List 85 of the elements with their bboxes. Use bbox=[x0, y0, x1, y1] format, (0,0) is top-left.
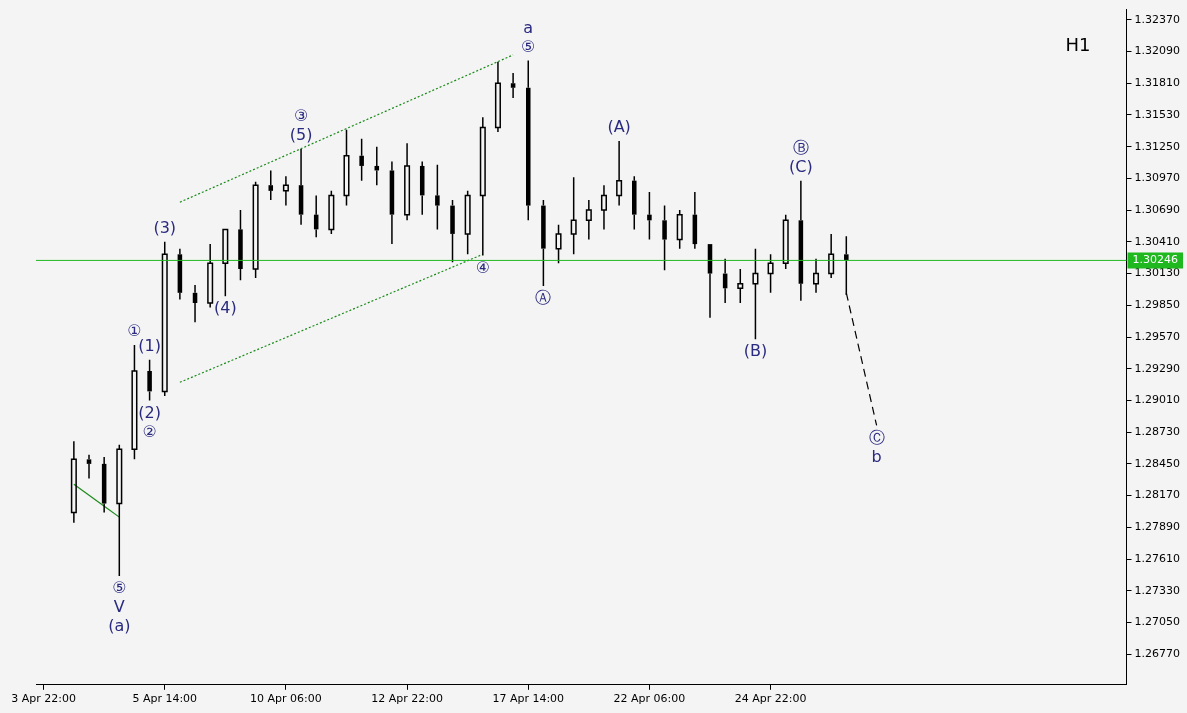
candlestick bbox=[828, 233, 835, 279]
candlestick bbox=[464, 190, 471, 256]
x-tick-label: 24 Apr 22:00 bbox=[734, 692, 807, 706]
y-tick-label: 1.29850 bbox=[1134, 298, 1181, 312]
y-tick-label: 1.32370 bbox=[1134, 12, 1181, 26]
candlestick bbox=[585, 199, 592, 241]
y-tick-label: 1.27890 bbox=[1134, 520, 1181, 534]
candlestick bbox=[510, 72, 516, 99]
candlestick bbox=[282, 175, 289, 207]
annotation: (5) bbox=[289, 125, 313, 145]
annotation: a bbox=[523, 17, 534, 37]
candlestick bbox=[600, 184, 607, 231]
candlestick bbox=[479, 116, 486, 257]
candlestick bbox=[647, 191, 652, 241]
y-tick-label: 1.29290 bbox=[1134, 361, 1181, 375]
y-tick-label: 1.27330 bbox=[1134, 583, 1181, 597]
candlestick bbox=[298, 148, 304, 226]
annotation: ② bbox=[142, 421, 157, 441]
candlestick bbox=[222, 228, 229, 297]
y-tick-label: 1.30970 bbox=[1134, 171, 1181, 185]
candlestick bbox=[813, 258, 820, 294]
candlestick bbox=[147, 358, 152, 402]
x-tick-label: 5 Apr 14:00 bbox=[132, 692, 198, 706]
annotation: ⑤ bbox=[112, 578, 127, 598]
candlestick bbox=[435, 164, 440, 231]
annotation: Ⓑ bbox=[792, 137, 809, 157]
y-tick-label: 1.31810 bbox=[1134, 76, 1181, 90]
annotation: ⑤ bbox=[521, 36, 536, 56]
y-tick-label: 1.31530 bbox=[1134, 107, 1181, 121]
annotation: (2) bbox=[138, 402, 161, 422]
annotation: V bbox=[113, 597, 125, 617]
annotation: (a) bbox=[108, 616, 131, 636]
x-tick-label: 3 Apr 22:00 bbox=[11, 692, 76, 706]
candlestick bbox=[752, 247, 759, 341]
candlestick bbox=[525, 59, 531, 222]
candlestick bbox=[737, 268, 744, 304]
candlestick bbox=[238, 209, 243, 282]
y-tick-label: 1.26770 bbox=[1134, 647, 1181, 661]
candlestick bbox=[450, 199, 455, 263]
candlestick bbox=[131, 344, 138, 461]
candlestick bbox=[494, 60, 501, 133]
y-tick-label: 1.30130 bbox=[1134, 266, 1181, 280]
annotation: b bbox=[871, 446, 882, 466]
x-tick-label: 12 Apr 22:00 bbox=[371, 692, 443, 706]
candlestick bbox=[632, 175, 637, 231]
y-tick-label: 1.29010 bbox=[1134, 393, 1181, 407]
y-tick-label: 1.28730 bbox=[1134, 425, 1181, 439]
candlestick bbox=[767, 253, 774, 294]
candlestick bbox=[207, 243, 214, 309]
y-tick-label: 1.27050 bbox=[1134, 615, 1181, 629]
y-tick-label: 1.28170 bbox=[1134, 488, 1181, 502]
candlestick bbox=[268, 169, 274, 201]
candlestick bbox=[570, 176, 577, 256]
annotation: ④ bbox=[475, 257, 490, 277]
x-tick-label: 10 Apr 06:00 bbox=[250, 692, 322, 706]
annotation: Ⓐ bbox=[535, 288, 552, 308]
y-tick-label: 1.32090 bbox=[1134, 44, 1181, 58]
y-tick-label: 1.28450 bbox=[1134, 456, 1181, 470]
candlestick bbox=[555, 224, 562, 265]
annotation: H1 bbox=[1065, 34, 1091, 56]
candlestick bbox=[70, 440, 77, 524]
candlestick bbox=[359, 138, 364, 182]
annotation: (4) bbox=[213, 298, 237, 318]
y-tick-label: 1.30410 bbox=[1134, 234, 1181, 248]
candlestick bbox=[343, 128, 350, 207]
candlestick bbox=[616, 140, 623, 207]
candlestick bbox=[541, 199, 546, 287]
annotation: Ⓒ bbox=[868, 427, 885, 447]
candlestick bbox=[662, 204, 667, 271]
candlestick bbox=[404, 142, 411, 222]
ref-line-label: 1.30246 bbox=[1132, 253, 1179, 267]
annotation: (A) bbox=[607, 117, 631, 137]
candlestick bbox=[86, 454, 92, 480]
annotation: ③ bbox=[293, 106, 309, 126]
y-tick-label: 1.31250 bbox=[1134, 139, 1181, 153]
annotation: (C) bbox=[789, 156, 813, 176]
y-tick-label: 1.30690 bbox=[1134, 202, 1181, 216]
annotation: (3) bbox=[153, 218, 177, 237]
x-tick-label: 17 Apr 14:00 bbox=[492, 692, 565, 706]
x-tick-label: 22 Apr 06:00 bbox=[613, 692, 686, 706]
annotation: (B) bbox=[743, 341, 768, 361]
y-tick-label: 1.29570 bbox=[1134, 329, 1181, 343]
candlestick bbox=[116, 443, 123, 577]
candlestick bbox=[389, 160, 395, 245]
y-tick-label: 1.27610 bbox=[1134, 551, 1181, 565]
